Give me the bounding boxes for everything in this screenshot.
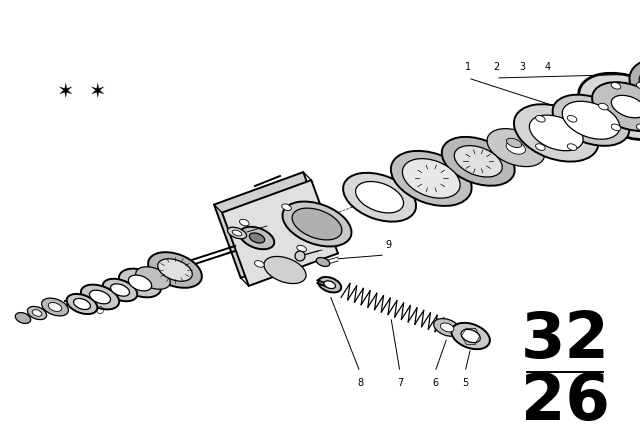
Ellipse shape	[451, 323, 490, 349]
Ellipse shape	[239, 219, 249, 226]
Ellipse shape	[67, 294, 97, 314]
Text: ✶  ✶: ✶ ✶	[57, 82, 107, 102]
Ellipse shape	[240, 227, 275, 249]
Ellipse shape	[487, 129, 545, 167]
Ellipse shape	[592, 82, 640, 131]
Ellipse shape	[90, 290, 111, 304]
Ellipse shape	[506, 138, 522, 147]
Ellipse shape	[157, 259, 192, 281]
Ellipse shape	[250, 233, 265, 243]
Ellipse shape	[611, 82, 621, 89]
Ellipse shape	[324, 281, 335, 289]
Ellipse shape	[28, 306, 47, 319]
Ellipse shape	[440, 323, 454, 332]
Text: 26: 26	[520, 371, 609, 433]
Ellipse shape	[461, 329, 480, 343]
Ellipse shape	[611, 124, 621, 131]
Ellipse shape	[636, 82, 640, 89]
Ellipse shape	[636, 124, 640, 131]
Ellipse shape	[227, 227, 246, 239]
Ellipse shape	[292, 208, 342, 240]
Text: 2: 2	[493, 62, 499, 72]
Ellipse shape	[552, 95, 629, 146]
Circle shape	[295, 251, 305, 261]
Bar	[214, 172, 330, 278]
Text: 7: 7	[397, 378, 403, 388]
Ellipse shape	[434, 319, 461, 336]
Ellipse shape	[297, 245, 307, 252]
Ellipse shape	[536, 144, 545, 151]
Ellipse shape	[119, 269, 161, 297]
Ellipse shape	[32, 310, 42, 316]
Ellipse shape	[536, 116, 545, 122]
Text: 5: 5	[462, 378, 468, 388]
Text: 6: 6	[432, 378, 438, 388]
Ellipse shape	[316, 258, 330, 267]
Ellipse shape	[74, 298, 90, 310]
Ellipse shape	[264, 256, 306, 284]
Ellipse shape	[356, 181, 404, 213]
Ellipse shape	[136, 267, 170, 289]
Text: 3: 3	[519, 62, 525, 72]
Text: 9: 9	[385, 240, 391, 250]
Ellipse shape	[232, 230, 242, 236]
Ellipse shape	[129, 275, 152, 291]
Ellipse shape	[103, 279, 137, 301]
Ellipse shape	[318, 277, 341, 293]
Ellipse shape	[630, 59, 640, 121]
Ellipse shape	[598, 103, 608, 110]
Ellipse shape	[567, 144, 577, 151]
Ellipse shape	[343, 173, 416, 222]
Text: 8: 8	[357, 378, 363, 388]
Ellipse shape	[148, 252, 202, 288]
Ellipse shape	[579, 73, 640, 140]
Ellipse shape	[403, 159, 460, 198]
Ellipse shape	[611, 95, 640, 118]
Ellipse shape	[454, 146, 502, 177]
Ellipse shape	[442, 137, 515, 186]
Text: 32: 32	[520, 309, 609, 371]
Text: ○: ○	[96, 305, 104, 315]
Ellipse shape	[81, 284, 119, 310]
Text: 4: 4	[545, 62, 551, 72]
Ellipse shape	[567, 116, 577, 122]
Ellipse shape	[391, 151, 472, 206]
Ellipse shape	[48, 302, 61, 311]
Ellipse shape	[282, 202, 351, 246]
Bar	[222, 180, 338, 286]
Ellipse shape	[255, 261, 264, 267]
Ellipse shape	[15, 313, 31, 323]
Ellipse shape	[42, 298, 68, 316]
Ellipse shape	[282, 204, 291, 211]
Ellipse shape	[562, 101, 620, 139]
Ellipse shape	[529, 115, 583, 151]
Ellipse shape	[514, 104, 598, 162]
Ellipse shape	[111, 284, 129, 296]
Text: 1: 1	[465, 62, 471, 72]
Ellipse shape	[639, 65, 640, 114]
Ellipse shape	[506, 141, 525, 154]
